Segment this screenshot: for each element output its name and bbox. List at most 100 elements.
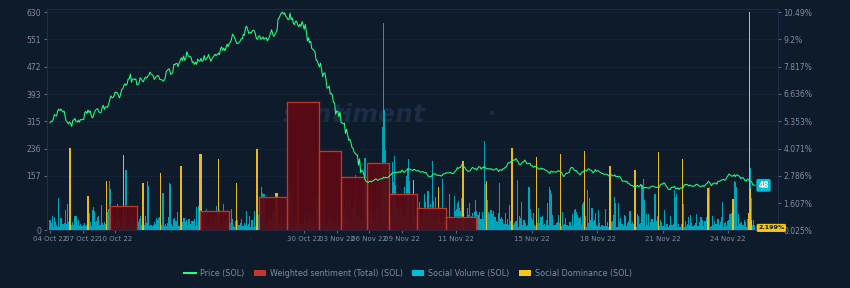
Bar (96, 221, 97, 230)
Bar (142, 226, 143, 230)
Bar (319, 222, 320, 230)
Bar (532, 220, 533, 230)
Bar (710, 227, 711, 230)
Bar (608, 227, 609, 230)
Bar (208, 226, 209, 230)
Text: 2.199%: 2.199% (758, 226, 785, 230)
Bar (435, 198, 436, 230)
Bar (77, 221, 79, 230)
Text: ·: · (338, 98, 350, 132)
Bar (271, 220, 272, 230)
Bar (154, 222, 155, 230)
Bar (112, 215, 114, 230)
Bar (343, 210, 345, 230)
Bar (666, 224, 667, 230)
Bar (304, 212, 306, 230)
Bar (269, 217, 270, 230)
Bar (351, 209, 353, 230)
Bar (75, 216, 76, 230)
Bar (433, 201, 434, 230)
Bar (180, 215, 181, 230)
Bar (675, 197, 677, 230)
Bar (553, 226, 554, 230)
Bar (173, 219, 174, 230)
Bar (382, 22, 384, 230)
Bar (450, 221, 451, 230)
Bar (669, 225, 670, 230)
Bar (92, 211, 93, 230)
Bar (263, 194, 264, 230)
Bar (386, 171, 388, 230)
Bar (275, 193, 276, 230)
Bar (535, 226, 536, 230)
Bar (206, 209, 207, 230)
Bar (167, 217, 169, 230)
Bar (526, 226, 527, 230)
Bar (202, 215, 204, 230)
Bar (574, 210, 575, 230)
Bar (593, 220, 595, 230)
Bar (177, 213, 178, 230)
Bar (530, 218, 532, 230)
Bar (742, 225, 744, 230)
Bar (454, 196, 455, 230)
Bar (369, 207, 370, 230)
Bar (135, 223, 136, 230)
Bar (314, 225, 315, 230)
Bar (424, 194, 425, 230)
Bar (81, 226, 82, 230)
Bar (170, 183, 171, 230)
Bar (548, 225, 549, 230)
Bar (273, 214, 275, 230)
Bar (706, 195, 708, 230)
Bar (474, 212, 475, 230)
Bar (279, 223, 280, 230)
Bar (182, 222, 183, 230)
Bar (393, 182, 394, 230)
Bar (624, 215, 625, 230)
Bar (58, 198, 60, 230)
Bar (291, 226, 292, 230)
Bar (285, 223, 286, 230)
Text: santiment: santiment (282, 103, 425, 127)
Bar (118, 219, 119, 230)
Bar (750, 168, 751, 230)
Bar (339, 226, 341, 230)
Bar (667, 227, 669, 230)
Bar (95, 222, 96, 230)
Bar (147, 181, 148, 230)
Bar (252, 227, 253, 230)
Bar (537, 223, 538, 230)
Bar (491, 214, 493, 230)
Bar (228, 226, 229, 230)
Bar (88, 213, 89, 230)
Bar (571, 226, 572, 230)
Bar (302, 223, 303, 230)
Bar (370, 211, 371, 230)
Bar (56, 225, 57, 230)
Bar (663, 226, 664, 230)
Bar (649, 226, 650, 230)
Bar (685, 221, 686, 230)
Bar (342, 208, 343, 230)
Bar (747, 219, 748, 230)
Bar (432, 161, 433, 230)
Bar (718, 225, 720, 230)
Bar (682, 226, 683, 230)
Bar (124, 219, 126, 230)
Bar (268, 222, 269, 230)
Bar (394, 156, 395, 230)
Bar (253, 211, 255, 230)
Bar (231, 209, 232, 230)
Bar (298, 223, 299, 230)
Bar (693, 226, 694, 230)
Bar (390, 218, 392, 230)
Bar (655, 221, 657, 230)
Bar (319, 200, 320, 230)
Bar (161, 173, 162, 230)
Bar (687, 224, 689, 230)
Bar (136, 222, 138, 230)
Bar (346, 199, 347, 230)
Bar (736, 187, 737, 230)
Bar (536, 157, 537, 230)
